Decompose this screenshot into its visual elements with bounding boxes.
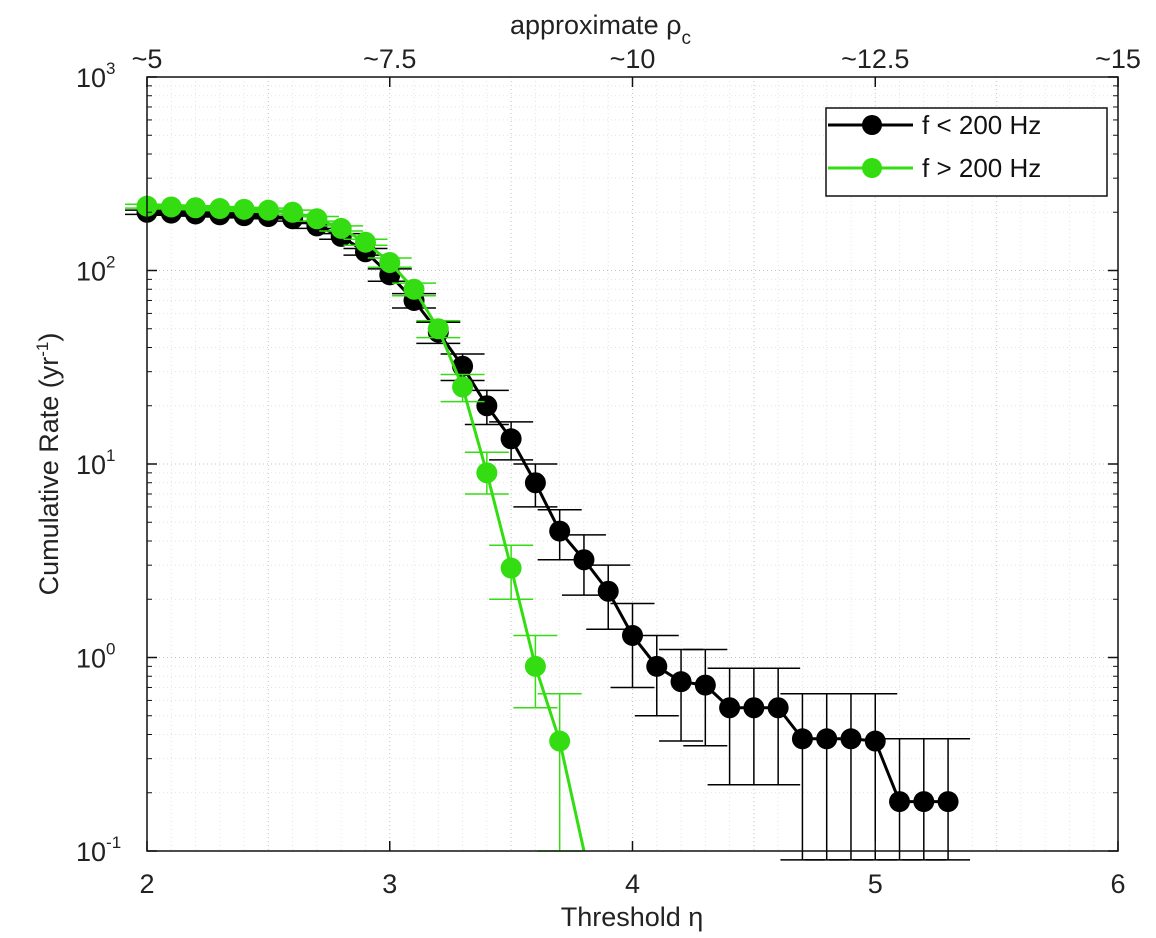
data-point: [573, 549, 595, 571]
x-tick-label: 3: [382, 869, 397, 899]
data-point: [524, 655, 546, 677]
data-point: [670, 671, 692, 693]
data-point: [913, 791, 935, 813]
data-point: [816, 728, 838, 750]
data-point: [500, 557, 522, 579]
data-point: [233, 198, 255, 220]
data-point: [889, 791, 911, 813]
top-axis-label-sub: c: [681, 28, 691, 49]
data-point: [403, 278, 425, 300]
y-tick-label: 101: [76, 446, 116, 480]
data-point: [622, 624, 643, 646]
y-tick-label: 10-1: [76, 833, 121, 867]
top-tick-label: ~10: [610, 44, 656, 74]
y-axis-label-main: Cumulative Rate (yr: [34, 357, 64, 596]
y-tick-label: 100: [76, 640, 116, 674]
data-point: [476, 462, 498, 484]
legend: f < 200 Hz f > 200 Hz: [825, 107, 1108, 197]
x-tick-label: 4: [625, 869, 640, 899]
data-point: [937, 791, 959, 813]
data-point: [500, 428, 522, 450]
x-tick-label: 5: [868, 869, 883, 899]
data-point: [354, 231, 376, 253]
data-point: [694, 674, 716, 696]
y-tick-label: 102: [76, 253, 116, 287]
data-point: [719, 697, 741, 719]
data-point: [209, 198, 231, 220]
data-point: [379, 251, 401, 273]
data-point: [549, 520, 571, 542]
data-point: [452, 376, 474, 398]
legend-marker-f-gt-200: [862, 158, 882, 178]
series-line: [146, 210, 949, 804]
data-point: [646, 655, 668, 677]
data-point: [597, 580, 619, 602]
y-tick-label: 103: [76, 59, 116, 93]
data-point: [549, 730, 571, 752]
top-tick-label: ~12.5: [841, 44, 909, 74]
data-point: [185, 197, 207, 219]
legend-marker-f-lt-200: [862, 115, 882, 135]
top-axis-label: approximate ρc: [510, 10, 691, 49]
top-tick-label: ~7.5: [363, 44, 416, 74]
x-tick-label: 2: [139, 869, 154, 899]
data-point: [160, 196, 182, 218]
series-layer: [125, 195, 971, 861]
data-point: [840, 728, 862, 750]
data-point: [282, 201, 304, 223]
data-point: [427, 318, 449, 340]
data-point: [306, 208, 328, 230]
series-1: [125, 195, 586, 852]
top-tick-label: ~5: [132, 44, 163, 74]
legend-label-f-gt-200: f > 200 Hz: [922, 153, 1041, 183]
top-axis-label-main: approximate ρ: [510, 10, 681, 40]
data-point: [257, 199, 279, 221]
y-axis-label-close: ): [34, 333, 64, 342]
x-tick-label: 6: [1110, 869, 1125, 899]
data-point: [864, 730, 886, 752]
x-axis-label: Threshold η: [561, 902, 704, 932]
data-point: [330, 217, 352, 239]
legend-label-f-lt-200: f < 200 Hz: [922, 110, 1041, 140]
data-point: [791, 728, 813, 750]
data-point: [767, 697, 789, 719]
data-point: [743, 697, 765, 719]
data-point: [524, 472, 546, 494]
ticks: 2 3 4 5 6 ~5 ~7.5 ~10 ~12.5 ~15 10-1 100 101 102 103: [76, 44, 1141, 899]
data-point: [476, 395, 498, 417]
y-axis-label: Cumulative Rate (yr-1): [33, 333, 64, 596]
top-tick-label: ~15: [1095, 44, 1141, 74]
y-axis-label-sup: -1: [33, 342, 52, 357]
